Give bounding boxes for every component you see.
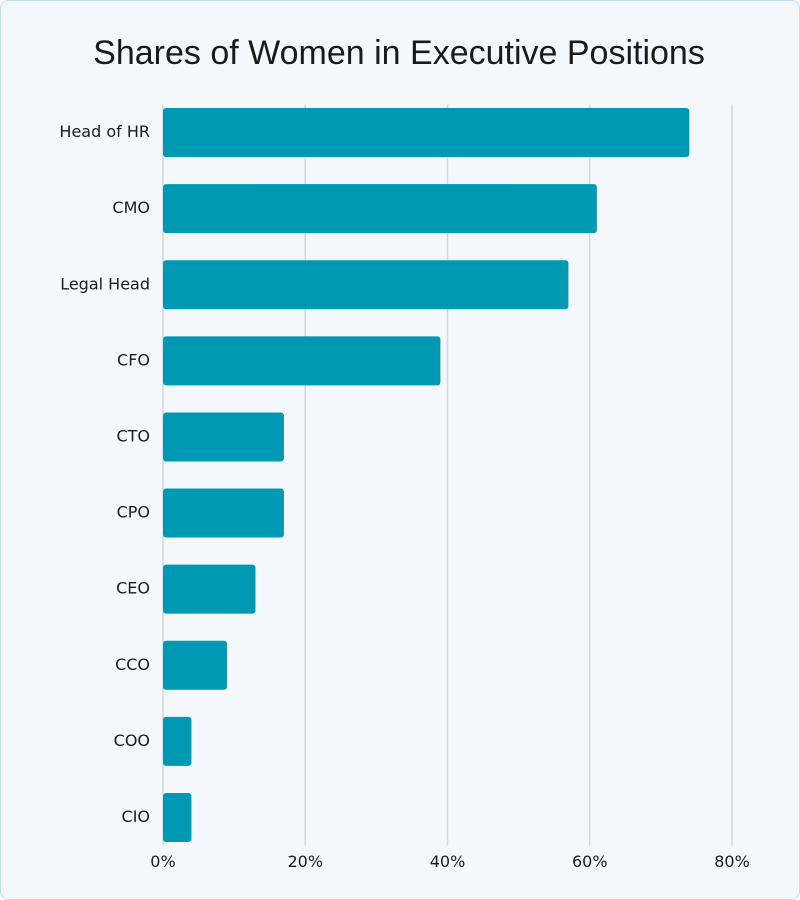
- bar: [163, 184, 597, 234]
- y-tick-label: Head of HR: [59, 122, 150, 141]
- y-tick-label: Legal Head: [60, 274, 150, 293]
- bar: [163, 260, 569, 310]
- bar: [163, 564, 256, 614]
- y-tick-label: CFO: [117, 350, 150, 369]
- y-tick-label: CEO: [116, 579, 150, 598]
- y-tick-label: CTO: [116, 426, 150, 445]
- bar: [163, 412, 284, 462]
- bar: [163, 108, 690, 158]
- bar: [163, 336, 441, 386]
- x-tick-label: 80%: [714, 852, 750, 871]
- y-tick-label: CIO: [122, 807, 150, 826]
- x-tick-label: 0%: [150, 852, 175, 871]
- y-tick-label: CPO: [117, 503, 150, 522]
- bar: [163, 488, 284, 538]
- x-tick-label: 60%: [572, 852, 608, 871]
- x-tick-label: 20%: [287, 852, 323, 871]
- bar: [163, 640, 228, 690]
- y-tick-label: COO: [114, 731, 150, 750]
- chart-title: Shares of Women in Executive Positions: [93, 34, 705, 72]
- x-tick-label: 40%: [430, 852, 466, 871]
- bar: [163, 792, 192, 842]
- bar: [163, 716, 192, 766]
- y-tick-label: CMO: [112, 198, 150, 217]
- y-tick-label: CCO: [115, 655, 150, 674]
